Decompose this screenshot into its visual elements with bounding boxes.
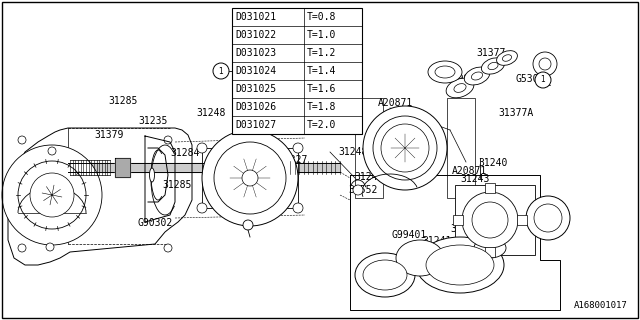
Text: 31243: 31243	[468, 212, 497, 222]
Text: 31286: 31286	[376, 255, 405, 265]
Text: 31245: 31245	[500, 192, 529, 202]
Circle shape	[242, 170, 258, 186]
Ellipse shape	[150, 168, 154, 182]
Circle shape	[18, 244, 26, 252]
Circle shape	[539, 58, 551, 70]
Text: 31327: 31327	[278, 155, 307, 165]
Circle shape	[462, 192, 518, 248]
Text: D031023: D031023	[235, 48, 276, 58]
Circle shape	[293, 203, 303, 213]
Circle shape	[164, 244, 172, 252]
Text: 31243: 31243	[460, 174, 490, 184]
Text: T=1.6: T=1.6	[307, 84, 337, 94]
Bar	[202, 148, 298, 208]
Circle shape	[197, 203, 207, 213]
Bar	[485, 247, 495, 257]
Text: 31377: 31377	[476, 48, 506, 58]
Text: 1: 1	[219, 67, 223, 76]
Text: 31240: 31240	[478, 158, 508, 168]
Text: G99401: G99401	[392, 230, 428, 240]
Text: A20871: A20871	[378, 98, 413, 108]
Ellipse shape	[446, 78, 474, 98]
Circle shape	[213, 63, 229, 79]
Ellipse shape	[416, 237, 504, 293]
Ellipse shape	[355, 253, 415, 297]
Ellipse shape	[472, 72, 483, 80]
Ellipse shape	[426, 245, 494, 285]
Ellipse shape	[502, 55, 511, 61]
Text: D031022: D031022	[235, 30, 276, 40]
Text: 31284: 31284	[170, 148, 200, 158]
Circle shape	[46, 243, 54, 251]
Text: D031024: D031024	[235, 66, 276, 76]
Text: 31235: 31235	[138, 116, 168, 126]
Bar	[355, 98, 383, 198]
Circle shape	[2, 145, 102, 245]
Circle shape	[373, 116, 437, 180]
Text: 31285: 31285	[108, 96, 138, 106]
Circle shape	[533, 52, 557, 76]
Text: T=2.0: T=2.0	[307, 120, 337, 130]
Circle shape	[353, 185, 363, 195]
Text: G90302: G90302	[138, 218, 173, 228]
Bar	[232, 8, 362, 134]
Bar	[485, 183, 495, 193]
Circle shape	[202, 130, 298, 226]
Ellipse shape	[396, 240, 444, 276]
Text: T=1.2: T=1.2	[307, 48, 337, 58]
Text: D031026: D031026	[235, 102, 276, 112]
Ellipse shape	[497, 51, 517, 65]
Circle shape	[48, 147, 56, 155]
Ellipse shape	[454, 84, 466, 92]
Text: T=1.0: T=1.0	[307, 30, 337, 40]
Bar	[455, 185, 535, 255]
Circle shape	[197, 143, 207, 153]
Ellipse shape	[474, 238, 506, 258]
Text: T=1.4: T=1.4	[307, 66, 337, 76]
Text: T=1.8: T=1.8	[307, 102, 337, 112]
Text: D031025: D031025	[235, 84, 276, 94]
Circle shape	[363, 106, 447, 190]
Text: 31246: 31246	[354, 172, 383, 182]
Text: T=0.8: T=0.8	[307, 12, 337, 22]
Circle shape	[18, 161, 86, 229]
Ellipse shape	[488, 62, 498, 70]
Circle shape	[526, 196, 570, 240]
Text: A20871: A20871	[452, 166, 487, 176]
Bar	[447, 98, 475, 198]
Circle shape	[535, 72, 551, 88]
Text: 31248: 31248	[498, 232, 527, 242]
Ellipse shape	[435, 66, 455, 78]
Circle shape	[30, 173, 74, 217]
Circle shape	[534, 204, 562, 232]
Circle shape	[214, 142, 286, 214]
Text: 31379: 31379	[218, 182, 248, 192]
Bar	[453, 215, 463, 225]
Text: G53002: G53002	[516, 74, 551, 84]
Text: D031021: D031021	[235, 12, 276, 22]
Ellipse shape	[464, 67, 490, 85]
Circle shape	[18, 136, 26, 144]
Ellipse shape	[481, 58, 504, 74]
Circle shape	[472, 202, 508, 238]
Text: 31285: 31285	[162, 180, 191, 190]
Text: 1: 1	[541, 76, 545, 84]
Text: 31248: 31248	[338, 147, 367, 157]
Circle shape	[381, 124, 429, 172]
Text: 31552: 31552	[348, 185, 378, 195]
Circle shape	[164, 136, 172, 144]
Circle shape	[243, 220, 253, 230]
Text: 31248: 31248	[196, 108, 225, 118]
Text: 31299: 31299	[440, 74, 469, 84]
Text: A168001017: A168001017	[574, 301, 628, 310]
Text: 31379: 31379	[94, 130, 124, 140]
Ellipse shape	[428, 61, 462, 83]
Bar	[517, 215, 527, 225]
Text: 31241: 31241	[422, 236, 451, 246]
Circle shape	[293, 143, 303, 153]
Text: D031027: D031027	[235, 120, 276, 130]
Text: 31377A: 31377A	[498, 108, 533, 118]
Ellipse shape	[363, 260, 407, 290]
Text: 31245: 31245	[450, 224, 479, 234]
